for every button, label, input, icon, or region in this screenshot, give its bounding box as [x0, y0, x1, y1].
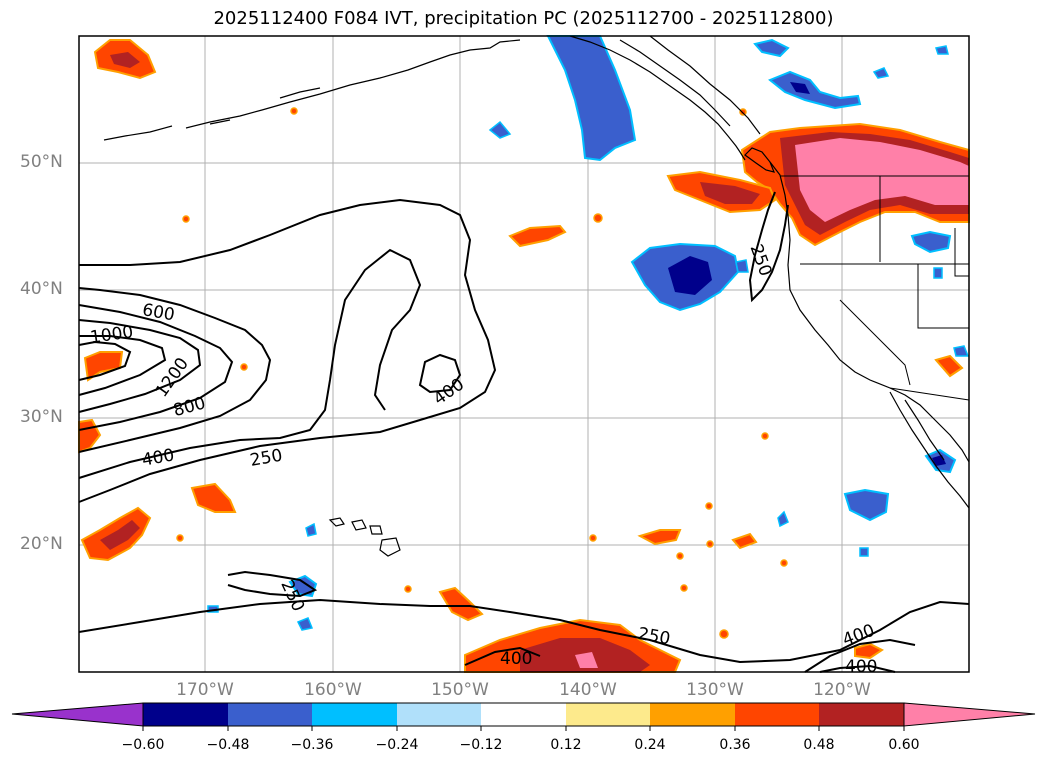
lon-label-130w: 130°W [686, 680, 744, 700]
contour-label-400-southeast-2: 400 [845, 657, 877, 677]
lat-label-50n: 50°N [20, 152, 63, 172]
precip-area-22n-118w [843, 488, 890, 522]
colorbar-tick-label: 0.48 [803, 737, 835, 753]
precip-area-33n-116w [934, 354, 964, 378]
colorbar-tick-label: −0.36 [290, 737, 334, 753]
colorbar-extend-left [11, 702, 144, 727]
precip-area-idaho [910, 230, 952, 254]
colorbar-tick-label: 0.12 [550, 737, 582, 753]
colorbar-swatch-5 [481, 703, 566, 726]
colorbar-swatch-2 [228, 703, 312, 726]
colorbar-swatch-3 [312, 703, 397, 726]
lon-label-160w: 160°W [304, 680, 362, 700]
precip-positive-areas [78, 39, 970, 673]
precip-area-20n-135w [637, 529, 682, 546]
coastlines [103, 35, 970, 557]
lat-label-40n: 40°N [20, 279, 63, 299]
colorbar-swatch-4 [397, 703, 481, 726]
colorbar-tick-label: −0.60 [121, 737, 165, 753]
map-title: 2025112400 F084 IVT, precipitation PC (2… [213, 8, 834, 29]
lon-label-120w: 120°W [813, 680, 871, 700]
precip-area-42n-145w [508, 224, 567, 248]
precip-area-20n-130w [731, 532, 758, 550]
lat-label-20n: 20°N [20, 534, 63, 554]
colorbar-extend-right [903, 702, 1036, 727]
precip-area-canada-interior [768, 70, 862, 110]
ivt-contours [78, 191, 970, 673]
colorbar-tick-label: −0.12 [459, 737, 503, 753]
colorbar-swatch-9 [819, 703, 904, 726]
colorbar-tick-label: 0.60 [888, 737, 920, 753]
colorbar-swatch-6 [566, 703, 650, 726]
colorbar-tick-label: 0.24 [634, 737, 666, 753]
colorbar-swatch-8 [735, 703, 819, 726]
political-borders [780, 175, 970, 401]
colorbar [11, 702, 1036, 731]
precip-area-15n-150w [438, 586, 484, 622]
precip-area-gulf-alaska [546, 35, 637, 162]
colorbar-tick-label: −0.48 [206, 737, 250, 753]
map-frame [78, 35, 970, 673]
colorbar-swatch-7 [650, 703, 735, 726]
lon-label-150w: 150°W [431, 680, 489, 700]
colorbar-swatch-1 [143, 703, 228, 726]
precip-area-12n-120w [854, 642, 884, 660]
lon-label-170w: 170°W [176, 680, 234, 700]
lon-label-140w: 140°W [559, 680, 617, 700]
colorbar-tick-label: 0.36 [719, 737, 751, 753]
contour-label-400-south: 400 [500, 649, 532, 669]
lat-label-30n: 30°N [20, 407, 63, 427]
precip-area-canada-north [753, 38, 790, 58]
precip-area-24n-165w [190, 482, 237, 513]
colorbar-tick-label: −0.24 [375, 737, 419, 753]
